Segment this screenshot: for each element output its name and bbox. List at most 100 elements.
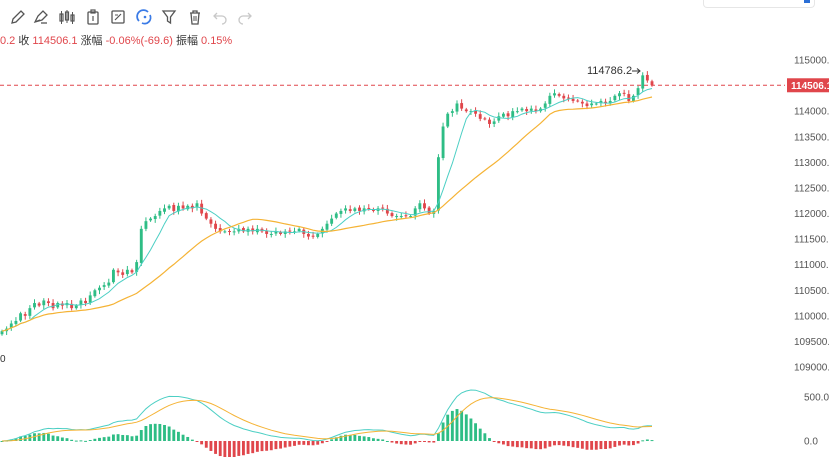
- macd-bar: [497, 441, 501, 444]
- candle: [330, 218, 334, 224]
- macd-bar: [423, 441, 426, 442]
- candle: [395, 216, 399, 218]
- macd-bar: [214, 441, 218, 454]
- candle: [167, 205, 171, 209]
- candle: [525, 109, 529, 112]
- current-price-tag: [787, 78, 829, 93]
- macd-bar: [218, 441, 222, 457]
- note-icon[interactable]: [109, 8, 127, 26]
- candle: [0, 331, 4, 335]
- candle: [158, 210, 162, 216]
- pencil-icon[interactable]: [9, 8, 27, 26]
- macd-bar: [344, 434, 348, 441]
- macd-bar: [153, 423, 157, 441]
- candle: [418, 203, 422, 210]
- macd-bar: [636, 441, 640, 444]
- ma-long-line: [1, 96, 653, 332]
- macd-bar: [14, 438, 18, 441]
- drawing-toolbar: [0, 0, 829, 34]
- candle: [385, 208, 389, 214]
- candle: [125, 269, 129, 275]
- macd-bar: [585, 441, 589, 450]
- candle: [51, 303, 55, 309]
- price-tick-label: 115000.0: [794, 56, 829, 67]
- macd-bar: [279, 441, 283, 449]
- macd-bar: [413, 441, 417, 444]
- macd-bar: [167, 426, 171, 441]
- candle: [506, 113, 510, 117]
- macd-bar: [436, 433, 440, 441]
- macd-bar: [0, 441, 4, 442]
- candle: [441, 126, 445, 159]
- candle: [334, 213, 338, 218]
- candlestick-icon[interactable]: [58, 8, 76, 26]
- close-label: 收: [18, 35, 30, 47]
- macd-bar: [135, 435, 139, 441]
- change-value: -0.06%(-69.6): [105, 35, 173, 47]
- candle: [645, 74, 649, 81]
- macd-bar: [534, 441, 538, 450]
- price-tick-label: 111500.0: [794, 235, 829, 246]
- macd-bar: [74, 440, 78, 442]
- macd-bar: [385, 440, 389, 442]
- redo-icon[interactable]: [236, 8, 254, 26]
- candle: [316, 233, 320, 237]
- candle: [455, 103, 459, 112]
- macd-bar: [650, 440, 654, 442]
- candle: [358, 207, 361, 211]
- ma-short-line: [1, 88, 653, 332]
- macd-bar: [88, 440, 92, 442]
- candle: [200, 203, 204, 214]
- macd-bar: [288, 441, 292, 447]
- macd-bar: [260, 441, 264, 452]
- macd-bar: [181, 434, 185, 441]
- trash-icon[interactable]: [186, 8, 204, 26]
- macd-bar: [293, 441, 296, 446]
- price-tick-label: 112000.0: [794, 209, 829, 220]
- candle: [515, 111, 519, 113]
- macd-bar: [237, 441, 241, 456]
- candle: [543, 103, 547, 108]
- macd-bar: [283, 441, 287, 448]
- macd-bar: [464, 414, 468, 441]
- filter-icon[interactable]: [160, 8, 178, 26]
- candle: [553, 93, 556, 96]
- candle: [344, 208, 348, 211]
- macd-bar: [580, 441, 584, 449]
- macd-bar: [631, 441, 635, 446]
- candle: [339, 210, 343, 214]
- clipboard-icon[interactable]: [84, 8, 102, 26]
- candle: [348, 209, 352, 211]
- candle: [163, 208, 166, 212]
- candle: [423, 203, 426, 209]
- candle: [139, 228, 143, 263]
- macd-bar: [93, 438, 97, 441]
- macd-bar: [455, 409, 459, 441]
- candle: [279, 232, 283, 234]
- macd-bar: [232, 441, 236, 457]
- macd-bar: [65, 438, 69, 441]
- macd-bar: [79, 440, 83, 442]
- macd-bar: [594, 441, 598, 450]
- macd-bar: [98, 437, 101, 441]
- macd-bar: [562, 441, 566, 446]
- macd-bar: [622, 441, 626, 445]
- candle: [562, 95, 566, 99]
- undo-icon[interactable]: [211, 8, 229, 26]
- magnet-icon[interactable]: [135, 8, 153, 26]
- candle: [107, 282, 111, 286]
- macd-bar: [302, 441, 306, 445]
- macd-bar: [353, 434, 357, 441]
- macd-bar: [223, 441, 227, 457]
- candle: [306, 233, 310, 237]
- macd-bar: [84, 440, 88, 442]
- candle: [608, 100, 612, 104]
- candle: [446, 113, 450, 127]
- candle: [121, 272, 125, 275]
- pen-icon[interactable]: [32, 8, 50, 26]
- candle: [460, 103, 464, 109]
- top-right-panel[interactable]: [703, 0, 815, 8]
- macd-bar: [195, 441, 199, 442]
- candle: [84, 300, 88, 304]
